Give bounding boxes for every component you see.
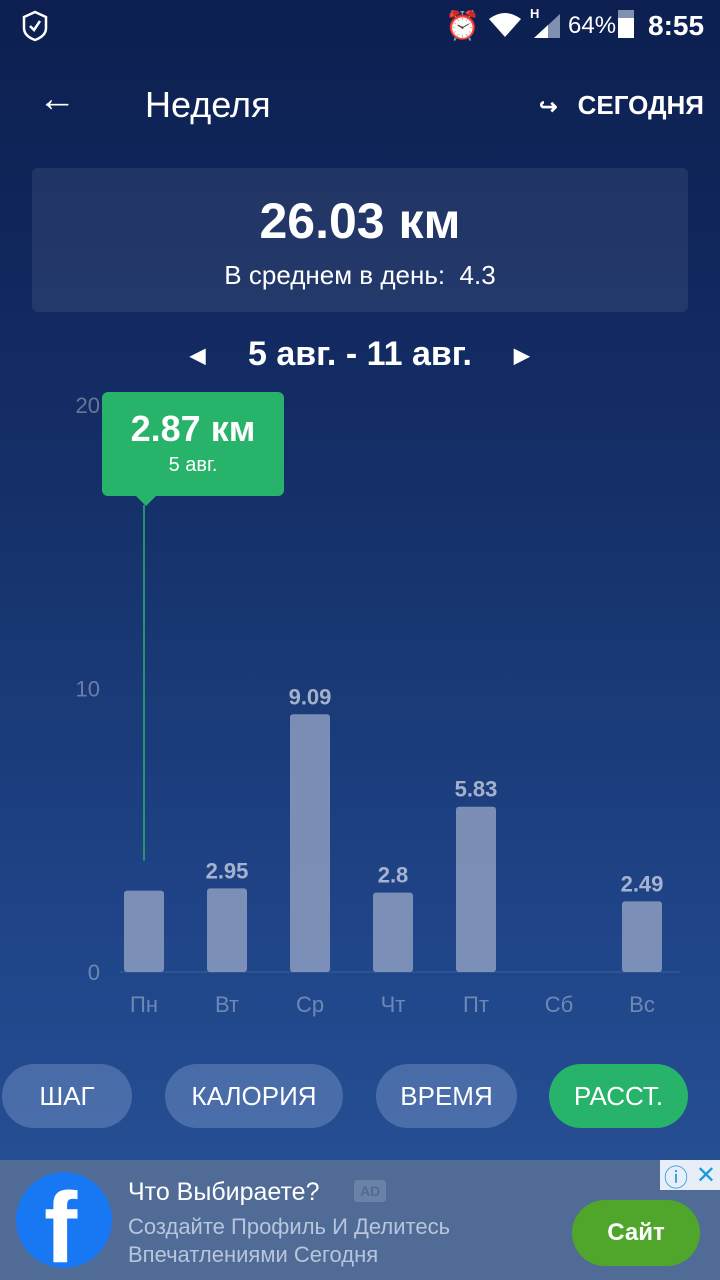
info-icon[interactable]: ⓘ <box>663 1164 688 1192</box>
page-title: Неделя <box>145 84 271 125</box>
status-bar: ⏰ H 64% 8:55 <box>0 0 720 52</box>
battery-icon <box>618 10 634 38</box>
x-tick-label: Вт <box>215 992 239 1017</box>
daily-average: В среднем в день: 4.3 <box>32 260 688 291</box>
tab-distance[interactable]: РАССТ. <box>549 1064 688 1128</box>
bar-0 <box>124 890 164 972</box>
x-tick-label: Вс <box>629 992 655 1017</box>
data-label: 2.49 <box>621 871 664 896</box>
app-bar: ← Неделя ↪ СЕГОДНЯ <box>0 60 720 150</box>
summary-card: 26.03 км В среднем в день: 4.3 <box>32 168 688 312</box>
network-type: H <box>530 6 540 21</box>
y-tick-label: 10 <box>76 677 100 702</box>
signal-icon <box>534 14 560 38</box>
tab-label: ШАГ <box>39 1080 95 1111</box>
tab-steps[interactable]: ШАГ <box>2 1064 132 1128</box>
x-tick-label: Пт <box>463 992 489 1017</box>
tooltip-pointer <box>136 496 156 506</box>
ad-text-line1: Создайте Профиль И Делитесь <box>128 1214 451 1239</box>
bar-1 <box>207 888 247 972</box>
ad-controls: ⓘ ✕ <box>660 1160 720 1192</box>
clock: 8:55 <box>648 10 705 41</box>
tooltip-value: 2.87 км <box>130 408 256 449</box>
selected-tooltip: 2.87 км 5 авг. <box>102 392 284 506</box>
data-label: 9.09 <box>289 684 332 709</box>
bar-2 <box>290 714 330 972</box>
battery-percent: 64% <box>568 12 617 39</box>
data-label: 2.95 <box>206 858 249 883</box>
data-label: 5.83 <box>455 777 498 802</box>
prev-week-icon[interactable]: ◀ <box>190 345 206 367</box>
ad-banner[interactable]: f Что Выбираете? AD Создайте Профиль И Д… <box>0 1160 720 1280</box>
ad-cta-button[interactable]: Сайт <box>572 1200 700 1266</box>
tab-calories[interactable]: КАЛОРИЯ <box>165 1064 343 1128</box>
shield-check-icon <box>22 10 48 42</box>
x-tick-label: Чт <box>381 992 406 1017</box>
ad-badge: AD <box>354 1180 387 1202</box>
total-distance: 26.03 км <box>259 193 461 249</box>
data-label: 2.8 <box>378 863 409 888</box>
bar-4 <box>456 806 496 972</box>
y-tick-label: 20 <box>76 393 100 418</box>
tab-label: КАЛОРИЯ <box>191 1080 317 1111</box>
bar-3 <box>373 892 413 972</box>
date-range-label: 5 авг. - 11 авг. <box>248 335 472 373</box>
ad-title: Что Выбираете? <box>128 1178 320 1206</box>
today-label: СЕГОДНЯ <box>577 90 704 120</box>
tab-label: РАССТ. <box>573 1080 664 1111</box>
ad-cta-label: Сайт <box>607 1219 665 1246</box>
alarm-icon: ⏰ <box>445 10 480 41</box>
y-tick-label: 0 <box>88 960 100 985</box>
x-tick-label: Пн <box>130 992 158 1017</box>
ad-text-line2: Впечатлениями Сегодня <box>128 1242 379 1267</box>
x-tick-label: Ср <box>296 992 324 1017</box>
avg-label: В среднем в день: <box>224 260 446 290</box>
date-range-nav: ◀ 5 авг. - 11 авг. ▶ <box>0 335 720 374</box>
back-arrow-icon[interactable]: ← <box>38 78 76 120</box>
today-button[interactable]: ↪ СЕГОДНЯ <box>539 90 704 121</box>
facebook-logo-icon: f <box>16 1172 112 1268</box>
tab-time[interactable]: ВРЕМЯ <box>376 1064 517 1128</box>
tab-label: ВРЕМЯ <box>400 1080 493 1111</box>
close-icon[interactable]: ✕ <box>695 1161 717 1189</box>
avg-value: 4.3 <box>459 260 496 290</box>
x-tick-label: Сб <box>545 992 574 1017</box>
tooltip-date: 5 авг. <box>168 454 218 476</box>
redo-arrow-icon: ↪ <box>539 94 558 119</box>
next-week-icon[interactable]: ▶ <box>514 345 530 367</box>
wifi-icon <box>489 13 521 37</box>
bar-6 <box>622 901 662 972</box>
distance-bar-chart: 0 10 20 Пн 2.95 Вт 9.09 Ср 2.8 Чт 5.83 Пт Сб 2.49 Вс <box>76 393 680 1017</box>
